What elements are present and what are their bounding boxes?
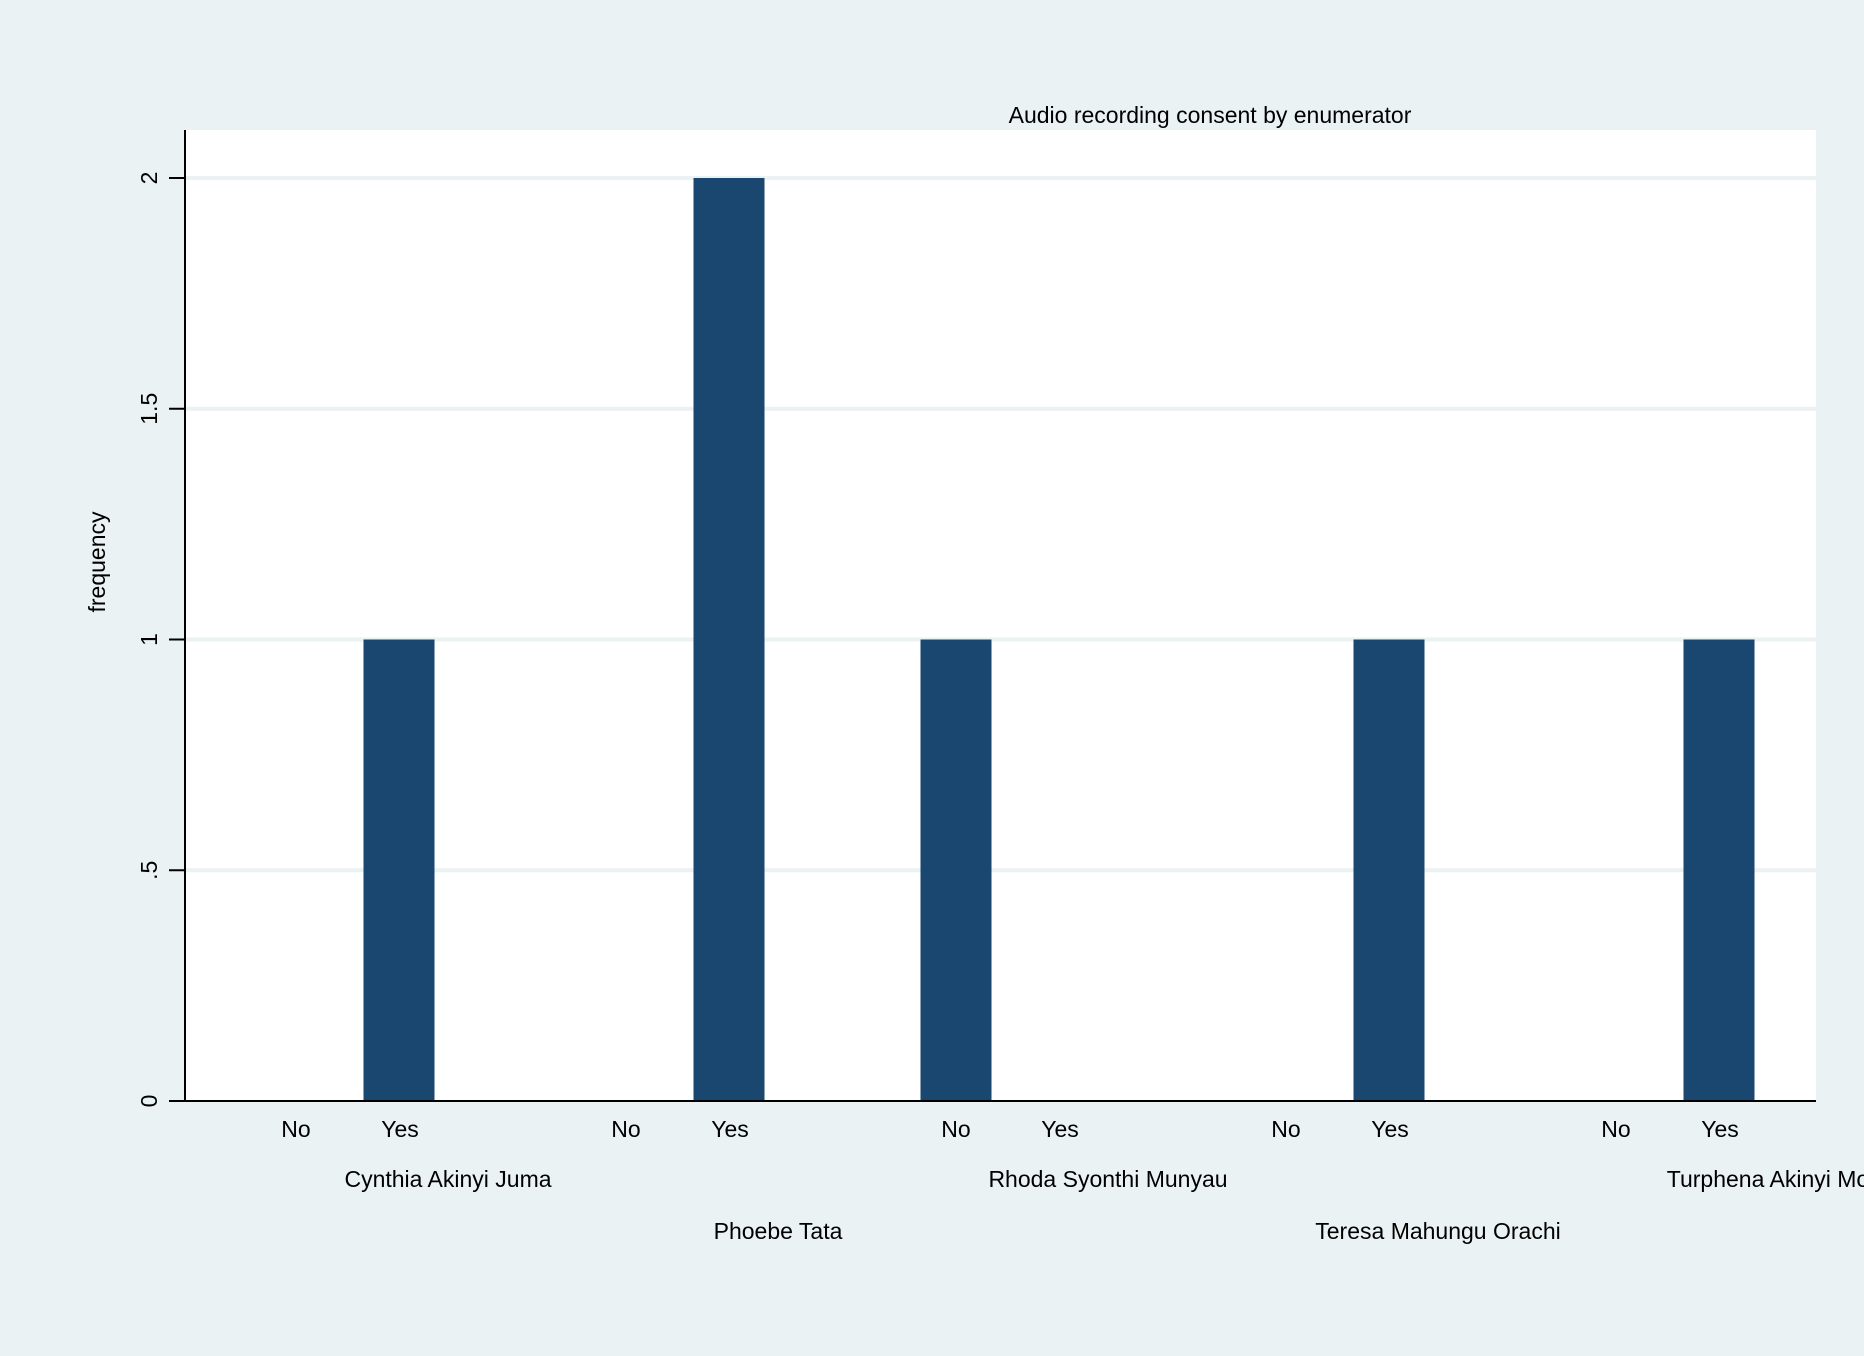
gridlines [185,176,1816,873]
bars [363,178,1755,1101]
x-category-label: No [1271,1116,1300,1142]
chart-title: Audio recording consent by enumerator [1009,102,1412,128]
y-tick-label: 0 [136,1095,162,1108]
x-group-labels: Cynthia Akinyi Juma Phoebe Tata Rhoda Syon… [344,1166,1864,1244]
bar [363,639,435,1101]
x-category-label: No [1601,1116,1630,1142]
bar [1353,639,1425,1101]
bar [920,639,992,1101]
bar [1683,639,1755,1101]
y-tick-label: 1.5 [136,393,162,425]
x-category-label: Yes [711,1116,749,1142]
y-tick-label: .5 [136,861,162,880]
x-group-label: Rhoda Syonthi Munyau [988,1166,1227,1192]
plot-area [185,130,1816,1101]
x-group-label: Turphena Akinyi Mo [1667,1166,1864,1192]
x-category-labels: No Yes No Yes No Yes No Yes No Yes [281,1116,1738,1142]
x-category-label: No [611,1116,640,1142]
y-axis-label: frequency [84,511,110,613]
x-category-label: Yes [1371,1116,1409,1142]
x-category-label: Yes [1701,1116,1739,1142]
x-category-label: Yes [381,1116,419,1142]
x-group-label: Teresa Mahungu Orachi [1315,1218,1560,1244]
x-category-label: No [941,1116,970,1142]
y-tick-label: 2 [136,172,162,185]
x-group-label: Cynthia Akinyi Juma [344,1166,551,1192]
y-ticks: 0 .5 1 1.5 2 [136,172,185,1108]
x-category-label: No [281,1116,310,1142]
bar [693,178,765,1101]
x-category-label: Yes [1041,1116,1079,1142]
y-tick-label: 1 [136,633,162,646]
x-group-label: Phoebe Tata [714,1218,843,1244]
